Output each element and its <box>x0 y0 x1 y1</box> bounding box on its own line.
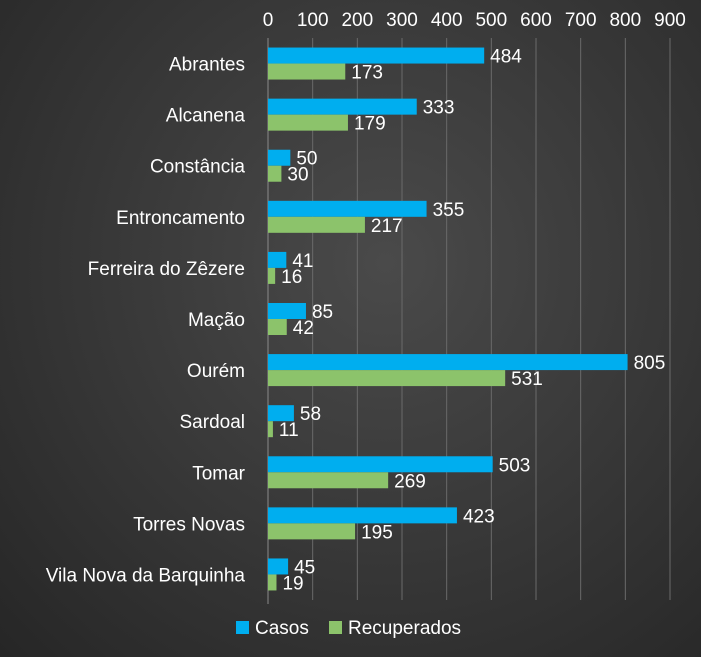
data-label: 333 <box>423 98 455 119</box>
data-label: 41 <box>292 251 313 272</box>
x-tick-label: 600 <box>520 10 552 31</box>
x-axis-ticks: 0 100 200 300 400 500 600 700 800 900 <box>263 10 686 31</box>
category-label: Ourém <box>187 361 245 382</box>
bar-casos <box>268 405 294 422</box>
data-label: 19 <box>282 573 303 594</box>
data-label: 531 <box>511 369 543 390</box>
data-label: 195 <box>361 522 393 543</box>
bar-recuperados <box>268 421 273 438</box>
bar-casos <box>268 303 306 319</box>
category-label: Mação <box>188 310 245 331</box>
bar-casos <box>268 456 493 473</box>
bar-casos <box>268 149 291 166</box>
data-label: 11 <box>279 420 299 441</box>
data-label: 173 <box>351 63 383 84</box>
bar-recuperados <box>268 63 346 80</box>
x-tick-label: 0 <box>263 10 274 31</box>
category-label: Constância <box>150 157 245 178</box>
data-label: 503 <box>499 455 531 476</box>
x-tick-label: 200 <box>341 10 373 31</box>
data-label: 45 <box>294 557 315 578</box>
data-label: 805 <box>634 353 666 374</box>
bar-recuperados <box>268 472 389 489</box>
category-labels: Abrantes Alcanena Constância Entroncamento F… <box>46 55 246 587</box>
data-label: 58 <box>300 404 321 425</box>
bar-casos <box>268 47 485 64</box>
gridlines <box>267 38 671 604</box>
bar-recuperados <box>268 165 282 182</box>
x-tick-label: 800 <box>609 10 641 31</box>
x-tick-label: 400 <box>431 10 463 31</box>
bar-casos <box>268 354 628 371</box>
bar-casos <box>268 558 289 575</box>
data-label: 423 <box>463 506 495 527</box>
category-label: Ferreira do Zêzere <box>88 259 245 280</box>
bar-casos <box>268 98 417 115</box>
data-label: 30 <box>287 165 308 186</box>
bar-casos <box>268 200 427 217</box>
category-label: Entroncamento <box>116 208 245 229</box>
data-label: 179 <box>354 114 386 135</box>
x-tick-label: 500 <box>475 10 507 31</box>
x-tick-label: 900 <box>654 10 686 31</box>
data-label: 85 <box>312 302 333 323</box>
x-tick-label: 100 <box>297 10 329 31</box>
bar-casos <box>268 507 457 524</box>
data-label: 16 <box>281 267 302 288</box>
category-label: Tomar <box>192 463 245 484</box>
category-label: Alcanena <box>166 106 246 127</box>
data-label: 355 <box>433 200 465 221</box>
data-label: 269 <box>394 471 426 492</box>
bar-recuperados <box>268 216 365 233</box>
data-label: 50 <box>296 149 317 170</box>
bar-recuperados <box>268 267 276 284</box>
bar-recuperados <box>268 370 506 387</box>
bar-recuperados <box>268 523 356 540</box>
x-tick-label: 300 <box>386 10 418 31</box>
legend-label: Recuperados <box>348 618 461 639</box>
category-label: Abrantes <box>169 55 245 76</box>
bar-recuperados <box>268 319 287 335</box>
category-label: Vila Nova da Barquinha <box>46 565 246 586</box>
x-tick-label: 700 <box>565 10 597 31</box>
legend-label: Casos <box>255 618 309 639</box>
data-label: 42 <box>293 318 314 339</box>
data-label: 484 <box>490 47 522 68</box>
bar-recuperados <box>268 114 348 131</box>
legend: Casos Recuperados <box>236 618 461 639</box>
legend-swatch-recuperados <box>329 621 342 634</box>
category-label: Sardoal <box>180 412 246 433</box>
legend-swatch-casos <box>236 621 249 634</box>
data-label: 217 <box>371 216 403 237</box>
bar-recuperados <box>268 574 277 591</box>
bar-casos <box>268 251 287 268</box>
category-label: Torres Novas <box>133 514 245 535</box>
